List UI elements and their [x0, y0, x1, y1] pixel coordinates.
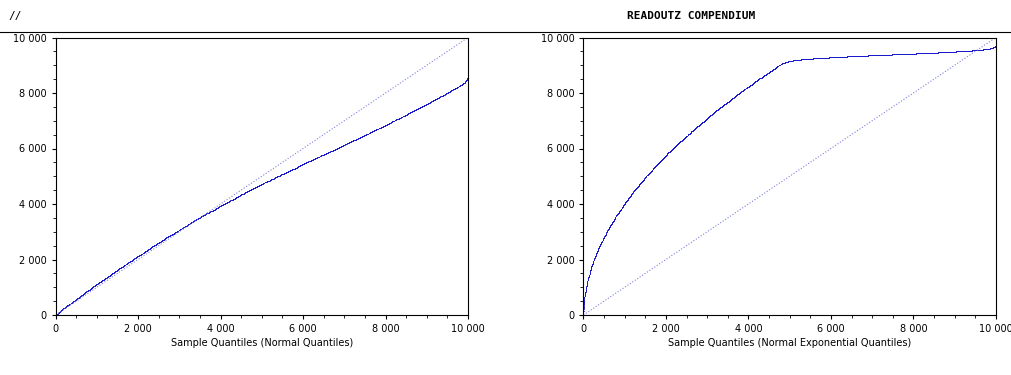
Text: //: // — [8, 11, 21, 21]
Text: READOUTZ COMPENDIUM: READOUTZ COMPENDIUM — [627, 11, 755, 21]
X-axis label: Sample Quantiles (Normal Exponential Quantiles): Sample Quantiles (Normal Exponential Qua… — [668, 338, 911, 348]
X-axis label: Sample Quantiles (Normal Quantiles): Sample Quantiles (Normal Quantiles) — [171, 338, 353, 348]
